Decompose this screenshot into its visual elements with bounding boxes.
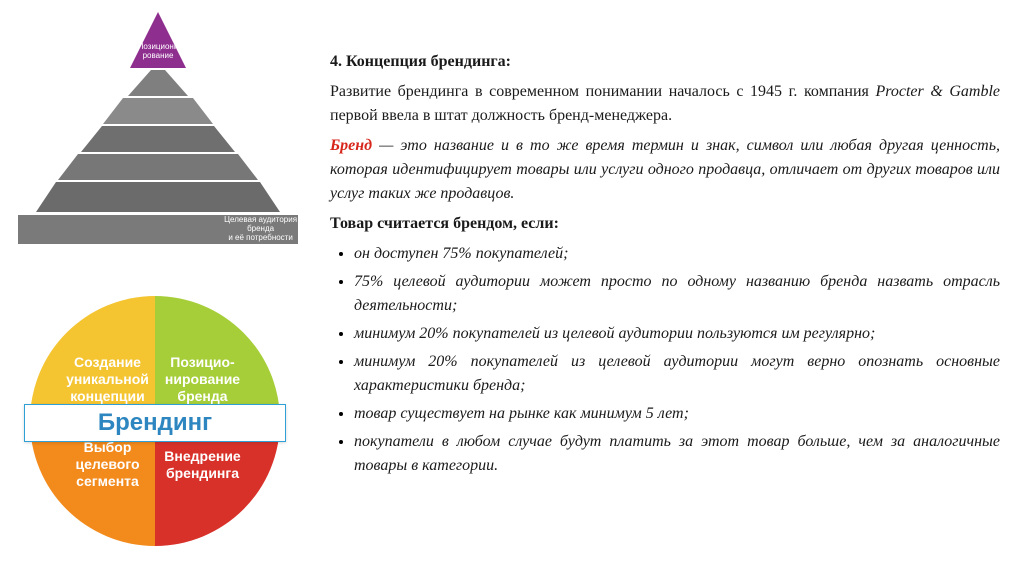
intro-part-c: первой ввела в штат должность бренд-мене… xyxy=(330,107,672,124)
definition-lead: Бренд xyxy=(330,137,372,154)
text-block: 4. Концепция брендинга: Развитие брендин… xyxy=(330,50,1000,482)
pyramid-level-4: RTB бренда xyxy=(58,154,258,180)
section-heading: 4. Концепция брендинга: xyxy=(330,50,1000,74)
pyramid-level-0: Позициони рование xyxy=(130,12,186,68)
circle-center-label: Брендинг xyxy=(98,409,212,437)
pyramid-level-6: Целевая аудитория бренда и её потребност… xyxy=(18,214,298,244)
circle-quadrant-concept: Создание уникальной концепции xyxy=(30,296,155,421)
left-column: Позициони рованиеМиссия брендаЛичность б… xyxy=(18,12,298,268)
intro-brand-name: Procter & Gamble xyxy=(875,83,1000,100)
pyramid-level-2: Личность бренда xyxy=(103,98,213,124)
definition-body: — это название и в то же время термин и … xyxy=(330,137,1000,202)
criteria-item: минимум 20% покупателей из целевой аудит… xyxy=(354,322,1000,346)
criteria-item: минимум 20% покупателей из целевой аудит… xyxy=(354,350,1000,398)
branding-circle: Создание уникальной концепции Позицио- н… xyxy=(30,296,280,546)
intro-part-a: Развитие брендинга в современном пониман… xyxy=(330,83,875,100)
criteria-item: 75% целевой аудитории может просто по од… xyxy=(354,270,1000,318)
criteria-item: покупатели в любом случае будут платить … xyxy=(354,430,1000,478)
pyramid-level-1: Миссия бренда xyxy=(128,70,188,96)
pyramid-level-5: Рациональные преимущества брендаЭмоциона… xyxy=(36,182,280,212)
brand-pyramid: Позициони рованиеМиссия брендаЛичность б… xyxy=(18,12,298,268)
criteria-item: товар существует на рынке как минимум 5 … xyxy=(354,402,1000,426)
criteria-item: он доступен 75% покупателей; xyxy=(354,242,1000,266)
bullets-heading: Товар считается брендом, если: xyxy=(330,212,1000,236)
circle-quadrant-position: Позицио- нирование бренда xyxy=(155,296,280,421)
criteria-list: он доступен 75% покупателей; 75% целевой … xyxy=(330,242,1000,478)
paragraph-definition: Бренд — это название и в то же время тер… xyxy=(330,134,1000,206)
paragraph-intro: Развитие брендинга в современном пониман… xyxy=(330,80,1000,128)
circle-center-band: Брендинг xyxy=(24,404,286,442)
pyramid-level-3: Ценности бренда xyxy=(81,126,235,152)
